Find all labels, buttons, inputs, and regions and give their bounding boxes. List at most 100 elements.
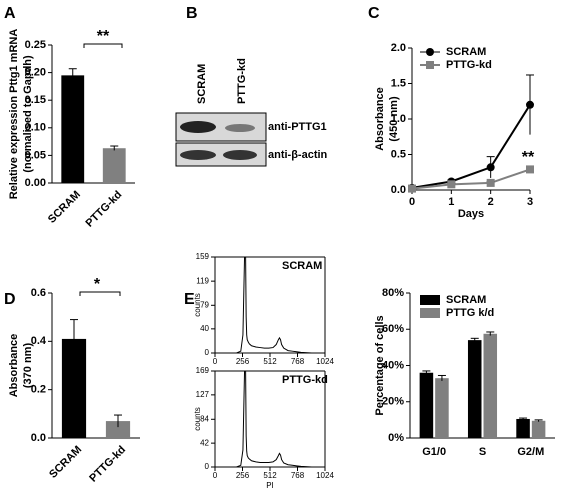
x-tick-label: PTTG-kd — [87, 444, 128, 485]
y-tick-label: 80% — [382, 287, 404, 299]
y-tick-label: 169 — [196, 366, 210, 375]
legend-label: PTTG k/d — [446, 307, 494, 319]
x-tick-label: 768 — [291, 471, 305, 480]
y-axis-label: counts — [193, 293, 202, 317]
y-tick-label: 127 — [196, 390, 210, 399]
significance-label: * — [94, 276, 101, 293]
y-tick-label: 0 — [205, 462, 210, 471]
x-tick-label: 1 — [448, 196, 454, 208]
significance-bracket — [83, 43, 123, 48]
y-axis-label: Absorbance — [374, 87, 386, 151]
legend-swatch — [420, 295, 440, 305]
legend-marker — [426, 48, 434, 56]
y-tick-label: 40% — [382, 359, 404, 371]
x-tick-label: G2/M — [517, 446, 544, 458]
point — [526, 165, 534, 174]
y-tick-label: 0.10 — [25, 122, 46, 134]
significance-label: ** — [97, 28, 110, 45]
y-tick-label: 40 — [200, 324, 209, 333]
panel-letter: A — [4, 5, 16, 22]
point — [447, 180, 456, 189]
legend-swatch — [420, 308, 440, 318]
x-axis-label: PI — [266, 481, 274, 490]
y-tick-label: 84 — [200, 414, 209, 423]
panel-letter: D — [4, 291, 16, 308]
histogram-line — [215, 370, 325, 468]
x-tick-label: 512 — [263, 471, 277, 480]
bar — [531, 420, 546, 438]
lane-label: PTTG-kd — [236, 58, 248, 104]
antibody-label: anti-β-actin — [268, 149, 328, 161]
x-tick-label: S — [479, 446, 486, 458]
x-tick-label: 256 — [236, 357, 250, 366]
series-line — [411, 104, 531, 189]
bar — [105, 421, 131, 438]
y-tick-label: 0.5 — [391, 148, 406, 160]
lane-label: SCRAM — [196, 64, 208, 104]
y-axis-label: (370 nm) — [22, 343, 34, 389]
legend-marker — [426, 61, 434, 69]
y-tick-label: 1.5 — [391, 77, 406, 89]
y-tick-label: 0.4 — [31, 335, 47, 347]
y-tick-label: 2.0 — [391, 42, 406, 54]
y-tick-label: 0% — [388, 432, 404, 444]
x-tick-label: SCRAM — [46, 189, 83, 226]
x-tick-label: 0 — [213, 357, 218, 366]
bar — [419, 372, 434, 438]
x-tick-label: 256 — [236, 471, 250, 480]
x-tick-label: 3 — [527, 196, 533, 208]
x-tick-label: SCRAM — [47, 444, 84, 481]
panel-letter: E — [184, 291, 195, 308]
y-tick-label: 159 — [196, 252, 210, 261]
y-tick-label: 0.0 — [391, 184, 406, 196]
x-tick-label: 512 — [263, 357, 277, 366]
y-axis-label: Relative expression Pttg1 mRNA — [8, 29, 20, 200]
chart-title: SCRAM — [282, 260, 322, 272]
significance-label: ** — [522, 149, 535, 166]
significance-bracket — [79, 291, 121, 296]
y-tick-label: 79 — [200, 300, 209, 309]
x-tick-label: 768 — [291, 357, 305, 366]
legend-label: SCRAM — [446, 294, 486, 306]
y-tick-label: 20% — [382, 396, 404, 408]
y-tick-label: 0.6 — [31, 287, 46, 299]
x-tick-label: G1/0 — [422, 446, 446, 458]
y-axis-label: counts — [193, 407, 202, 431]
x-axis-label: Days — [458, 208, 484, 220]
y-tick-label: 119 — [196, 276, 209, 285]
bar — [483, 333, 498, 438]
y-tick-label: 0.05 — [25, 149, 46, 161]
point — [526, 100, 534, 109]
x-tick-label: 2 — [488, 196, 494, 208]
x-tick-label: 1024 — [316, 357, 334, 366]
y-tick-label: 0 — [205, 348, 210, 357]
y-tick-label: 1.0 — [391, 113, 406, 125]
y-axis-label: (450 nm) — [388, 96, 400, 142]
series-line — [411, 168, 531, 190]
bar — [467, 340, 482, 438]
x-tick-label: PTTG-kd — [84, 189, 125, 230]
antibody-label: anti-PTTG1 — [268, 121, 327, 133]
x-tick-label: 0 — [213, 471, 218, 480]
y-tick-label: 0.15 — [25, 94, 46, 106]
y-tick-label: 0.0 — [31, 432, 46, 444]
bar — [61, 75, 85, 183]
blot-image — [175, 112, 267, 167]
y-tick-label: 0.20 — [25, 67, 46, 79]
legend-label: PTTG-kd — [446, 59, 492, 71]
y-tick-label: 0.00 — [25, 177, 46, 189]
chart-title: PTTG-kd — [282, 374, 328, 386]
y-tick-label: 42 — [200, 438, 209, 447]
bar — [435, 378, 449, 438]
y-tick-label: 0.25 — [25, 39, 46, 51]
histogram-line — [215, 256, 325, 354]
x-tick-label: 0 — [409, 196, 415, 208]
bar — [102, 148, 126, 183]
bar — [516, 418, 530, 438]
y-axis-label: Percentage of cells — [374, 315, 386, 415]
panel-letter: B — [186, 5, 198, 22]
point — [408, 184, 416, 193]
panel-letter: C — [368, 5, 380, 22]
point — [486, 163, 495, 172]
